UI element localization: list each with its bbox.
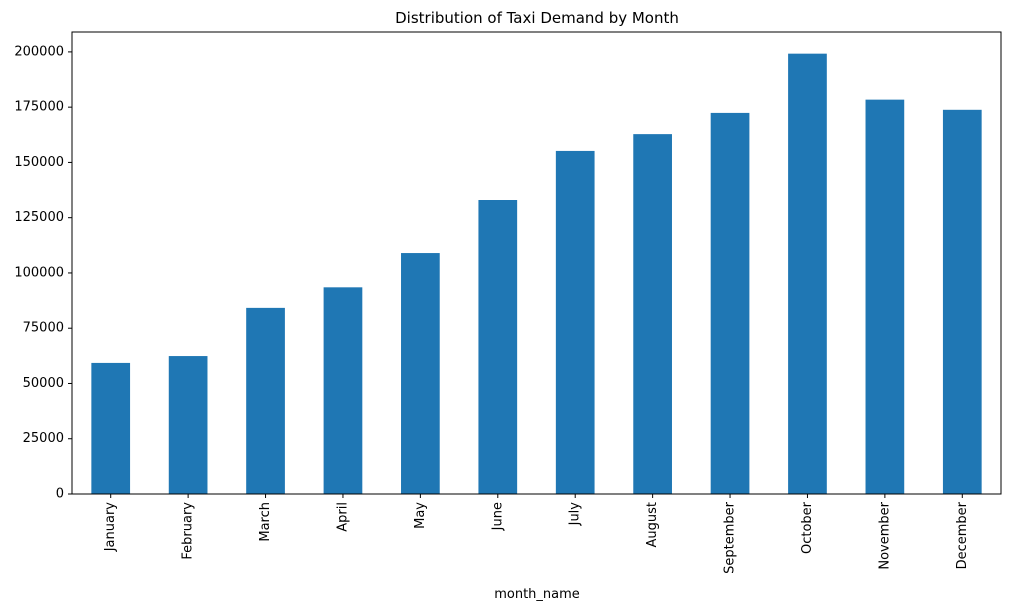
bar-march <box>246 307 285 494</box>
x-tick-label: February <box>181 502 196 560</box>
x-tick-label: November <box>877 501 892 569</box>
bar-june <box>478 200 518 494</box>
x-tick-label: October <box>800 501 815 554</box>
x-tick-label: July <box>568 502 583 527</box>
bar-december <box>942 109 982 495</box>
bar-january <box>91 362 131 494</box>
x-tick-label: May <box>413 502 428 529</box>
x-tick-label: August <box>645 502 660 548</box>
x-tick-label: April <box>335 502 350 532</box>
y-axis-ticks: 0 25000 50000 75000 100000 125000 150000 175000… <box>14 44 72 502</box>
bar-november <box>865 99 905 495</box>
bar-may <box>401 253 440 494</box>
y-tick-label: 175000 <box>14 100 64 115</box>
bar-july <box>555 150 595 494</box>
x-tick-label: June <box>490 502 505 531</box>
bars-group <box>91 53 982 495</box>
x-tick-label: September <box>723 501 738 574</box>
bar-august <box>633 134 672 494</box>
x-axis-ticks: January February March April May June July Augu… <box>103 494 970 574</box>
y-tick-label: 200000 <box>14 44 64 59</box>
bar-february <box>168 356 208 494</box>
bar-october <box>788 53 827 495</box>
y-tick-label: 100000 <box>14 265 64 280</box>
bar-april <box>323 287 363 494</box>
chart-title: Distribution of Taxi Demand by Month <box>395 9 679 27</box>
y-tick-label: 150000 <box>14 155 64 170</box>
y-tick-label: 25000 <box>23 431 64 446</box>
x-tick-label: January <box>103 502 118 553</box>
x-tick-label: December <box>955 501 970 569</box>
x-tick-label: March <box>258 502 273 542</box>
bar-september <box>710 112 750 494</box>
y-tick-label: 125000 <box>14 210 64 225</box>
y-tick-label: 75000 <box>23 321 64 336</box>
x-axis-label: month_name <box>494 587 580 602</box>
y-tick-label: 50000 <box>23 376 64 391</box>
plot-frame <box>71 31 1002 495</box>
y-tick-label: 0 <box>56 487 64 502</box>
